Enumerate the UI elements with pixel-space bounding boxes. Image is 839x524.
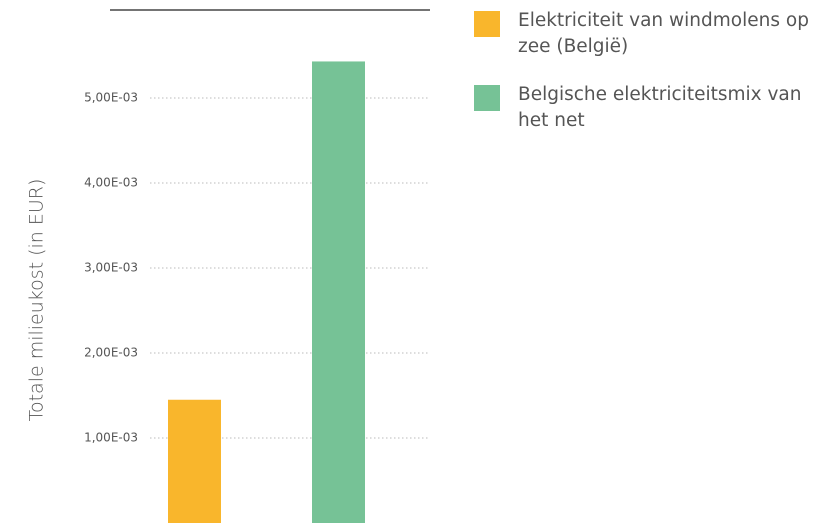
- y-tick-label: 3,00E-03: [84, 261, 138, 275]
- y-tick-label: 2,00E-03: [84, 346, 138, 360]
- legend-item: Belgische elektriciteitsmix van het net: [474, 82, 834, 134]
- y-tick-label: 1,00E-03: [84, 431, 138, 445]
- legend-swatch: [474, 85, 500, 111]
- legend-label: Belgische elektriciteitsmix van het net: [518, 84, 802, 131]
- legend-label: Elektriciteit van windmolens op zee (Bel…: [518, 10, 809, 57]
- bar: [312, 61, 365, 523]
- y-tick-label: 5,00E-03: [84, 91, 138, 105]
- legend: Elektriciteit van windmolens op zee (Bel…: [474, 8, 834, 156]
- y-tick-label: 4,00E-03: [84, 176, 138, 190]
- y-axis-label: Totale milieukost (in EUR): [26, 179, 48, 422]
- legend-swatch: [474, 11, 500, 37]
- bar: [168, 399, 221, 523]
- legend-item: Elektriciteit van windmolens op zee (Bel…: [474, 8, 834, 60]
